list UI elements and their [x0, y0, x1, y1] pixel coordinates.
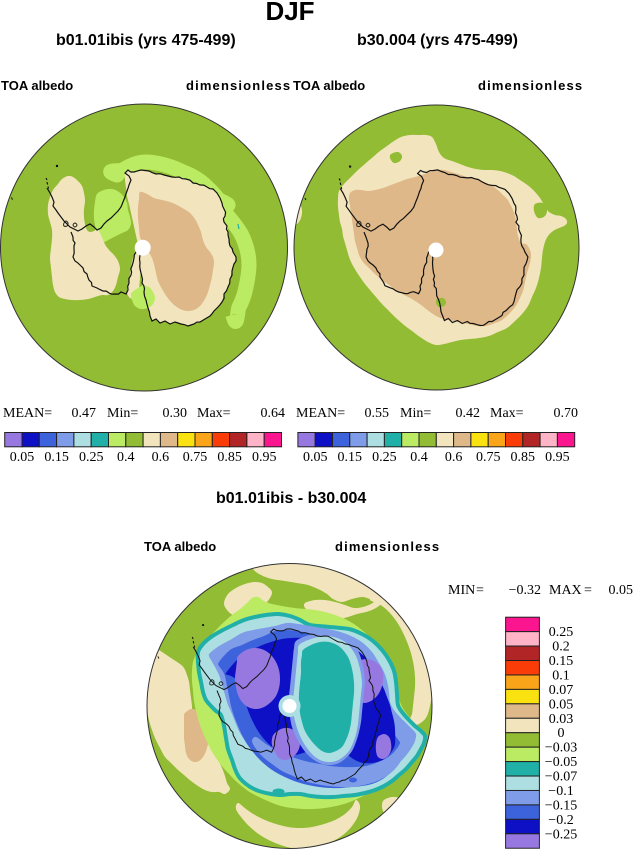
- svg-text:−0.03: −0.03: [545, 741, 577, 756]
- svg-text:0.70: 0.70: [554, 406, 579, 421]
- svg-text:0.95: 0.95: [545, 450, 570, 465]
- svg-text:0.05: 0.05: [609, 583, 634, 598]
- svg-text:−0.2: −0.2: [548, 813, 573, 828]
- svg-text:0.25: 0.25: [79, 450, 104, 465]
- svg-text:0.85: 0.85: [511, 450, 536, 465]
- svg-text:MIN: MIN: [448, 583, 475, 598]
- svg-text:0.4: 0.4: [117, 450, 135, 465]
- svg-text:Max=: Max=: [197, 406, 231, 421]
- svg-text:0.6: 0.6: [445, 450, 463, 465]
- svg-text:0.64: 0.64: [261, 406, 286, 421]
- svg-text:MEAN=: MEAN=: [296, 406, 345, 421]
- svg-text:0.75: 0.75: [476, 450, 501, 465]
- svg-text:0.4: 0.4: [410, 450, 428, 465]
- svg-text:0.55: 0.55: [365, 406, 390, 421]
- svg-text:Min=: Min=: [107, 406, 138, 421]
- svg-text:0.05: 0.05: [303, 450, 328, 465]
- svg-text:MEAN=: MEAN=: [3, 406, 52, 421]
- svg-text:−0.32: −0.32: [509, 583, 541, 598]
- svg-text:Max=: Max=: [490, 406, 524, 421]
- svg-text:0.15: 0.15: [549, 654, 574, 669]
- svg-text:−0.05: −0.05: [545, 755, 577, 770]
- svg-text:0.2: 0.2: [552, 640, 570, 655]
- svg-text:MAX: MAX: [549, 583, 582, 598]
- svg-text:0.6: 0.6: [152, 450, 170, 465]
- svg-text:0.15: 0.15: [338, 450, 363, 465]
- svg-text:0.15: 0.15: [44, 450, 69, 465]
- svg-text:0.95: 0.95: [252, 450, 277, 465]
- svg-text:0: 0: [558, 726, 565, 741]
- svg-text:0.75: 0.75: [183, 450, 208, 465]
- svg-text:=: =: [476, 583, 484, 598]
- svg-text:0.30: 0.30: [163, 406, 188, 421]
- svg-text:0.25: 0.25: [549, 625, 574, 640]
- svg-text:−0.25: −0.25: [545, 827, 577, 842]
- svg-text:0.1: 0.1: [552, 668, 570, 683]
- svg-text:0.85: 0.85: [217, 450, 242, 465]
- svg-text:0.05: 0.05: [549, 697, 574, 712]
- svg-text:0.03: 0.03: [549, 712, 574, 727]
- svg-text:−0.15: −0.15: [545, 798, 577, 813]
- svg-text:−0.1: −0.1: [548, 784, 573, 799]
- svg-text:0.42: 0.42: [456, 406, 481, 421]
- svg-text:0.25: 0.25: [372, 450, 397, 465]
- svg-text:0.07: 0.07: [549, 683, 574, 698]
- svg-text:Min=: Min=: [400, 406, 431, 421]
- svg-text:0.47: 0.47: [72, 406, 97, 421]
- svg-text:−0.07: −0.07: [545, 770, 577, 785]
- svg-text:0.05: 0.05: [10, 450, 35, 465]
- svg-text:=: =: [584, 583, 592, 598]
